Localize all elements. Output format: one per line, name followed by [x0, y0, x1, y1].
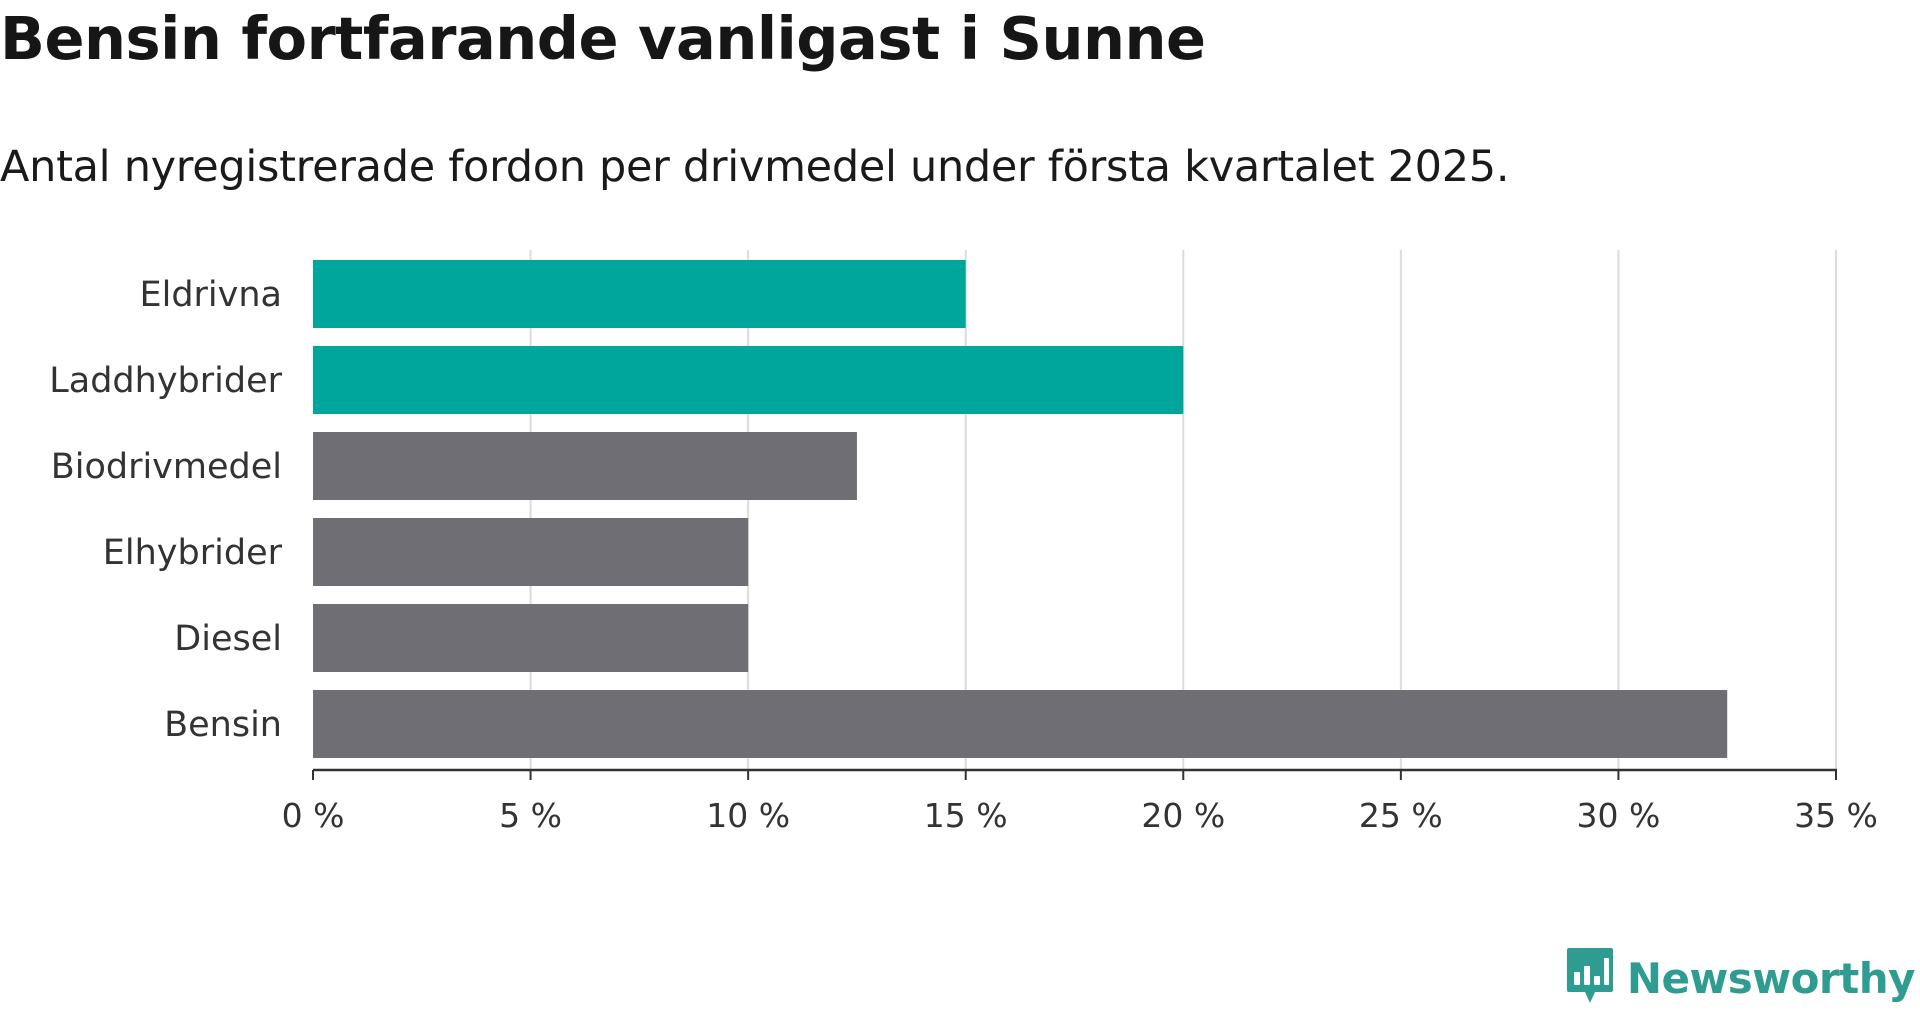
bar	[313, 518, 749, 586]
bar	[313, 690, 1728, 758]
bar	[313, 346, 1184, 414]
bar	[313, 260, 966, 328]
x-tick-label: 0 %	[282, 796, 345, 835]
chart-subtitle: Antal nyregistrerade fordon per drivmede…	[0, 142, 1510, 192]
x-axis: 0 % 5 % 10 % 15 % 20 % 25 % 30 % 35 %	[282, 768, 1878, 835]
x-tick-label: 30 %	[1577, 796, 1661, 835]
category-label: Bensin	[164, 705, 282, 745]
x-tick-label: 15 %	[924, 796, 1008, 835]
x-tick-label: 10 %	[706, 796, 790, 835]
category-label: Diesel	[174, 619, 282, 659]
category-label: Eldrivna	[139, 275, 282, 315]
newsworthy-brand: Newsworthy	[1565, 946, 1916, 1010]
bars	[313, 260, 1728, 758]
category-label: Laddhybrider	[49, 361, 282, 401]
chart-title: Bensin fortfarande vanligast i Sunne	[0, 4, 1206, 73]
brand-name: Newsworthy	[1626, 953, 1916, 1003]
category-label: Biodrivmedel	[51, 447, 282, 487]
x-tick-label: 35 %	[1794, 796, 1878, 835]
grid-lines	[529, 250, 1837, 770]
x-tick-label: 20 %	[1141, 796, 1225, 835]
bar	[313, 604, 749, 672]
x-tick-label: 25 %	[1359, 796, 1443, 835]
x-tick-label: 5 %	[499, 796, 562, 835]
newsworthy-logo-icon	[1565, 946, 1615, 1010]
category-labels: Eldrivna Laddhybrider Biodrivmedel Elhybrid…	[49, 275, 282, 745]
bar-chart: Eldrivna Laddhybrider Biodrivmedel Elhybrid…	[49, 250, 1878, 835]
bar	[313, 432, 857, 500]
category-label: Elhybrider	[103, 533, 283, 573]
